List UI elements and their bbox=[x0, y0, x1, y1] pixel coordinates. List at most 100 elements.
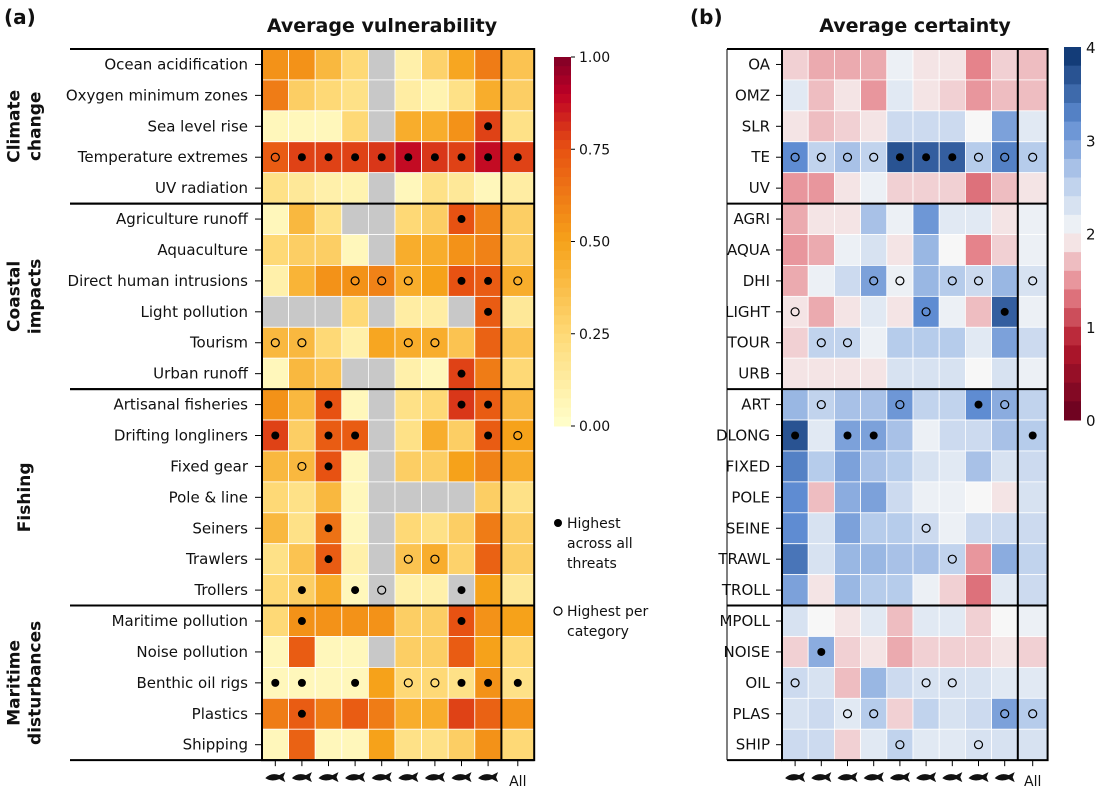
heatmap-cell bbox=[341, 512, 369, 545]
heatmap-cell bbox=[781, 512, 809, 545]
heatmap-cell bbox=[912, 481, 940, 514]
highest-all-marker bbox=[377, 153, 386, 162]
heatmap-cell bbox=[807, 450, 835, 483]
colorbar-segment bbox=[554, 103, 571, 113]
species-silhouette-icon bbox=[968, 772, 989, 783]
heatmap-cell bbox=[367, 79, 396, 112]
panel-a-colorbar: 0.00 0.25 0.50 0.75 1.00 bbox=[554, 50, 610, 435]
highest-all-marker bbox=[297, 153, 306, 162]
colorbar-segment bbox=[554, 204, 571, 215]
heatmap-cell bbox=[341, 79, 369, 112]
species-silhouette-icon bbox=[994, 772, 1015, 783]
heatmap-cell bbox=[500, 574, 535, 606]
colorbar-label: 1 bbox=[1086, 319, 1096, 337]
heatmap-cell bbox=[991, 512, 1019, 545]
heatmap-cell bbox=[834, 481, 862, 514]
highest-all-marker bbox=[843, 431, 852, 440]
highest-all-marker bbox=[297, 709, 306, 718]
heatmap-cell bbox=[834, 450, 862, 483]
heatmap-cell bbox=[288, 481, 316, 514]
species-silhouette-icon bbox=[889, 772, 910, 783]
colorbar-segment bbox=[554, 333, 571, 344]
heatmap-cell bbox=[261, 605, 290, 637]
heatmap-cell bbox=[886, 265, 914, 297]
heatmap-cell bbox=[860, 203, 888, 235]
heatmap-cell bbox=[807, 141, 835, 174]
heatmap-cell bbox=[367, 419, 396, 452]
panel-b-label: (b) bbox=[690, 5, 723, 29]
heatmap-cell bbox=[261, 388, 290, 421]
colorbar-segment bbox=[554, 389, 571, 399]
colorbar-segment bbox=[1064, 84, 1081, 104]
heatmap-cell bbox=[965, 512, 993, 545]
heatmap-cell bbox=[394, 574, 423, 606]
heatmap-cell bbox=[807, 234, 835, 266]
heatmap-cell bbox=[421, 450, 449, 483]
heatmap-cell bbox=[781, 295, 809, 328]
heatmap-cell bbox=[367, 543, 396, 576]
heatmap-cell bbox=[860, 141, 888, 174]
highest-all-marker bbox=[404, 153, 413, 162]
heatmap-cell bbox=[367, 605, 396, 637]
colorbar-segment bbox=[1064, 214, 1081, 234]
heatmap-cell bbox=[860, 543, 888, 576]
row-label: DLONG bbox=[716, 427, 770, 445]
heatmap-cell bbox=[781, 574, 809, 606]
heatmap-cell bbox=[474, 543, 502, 576]
heatmap-cell bbox=[394, 203, 423, 235]
heatmap-cell bbox=[341, 48, 369, 81]
highest-all-marker bbox=[791, 431, 800, 440]
heatmap-cell bbox=[965, 667, 993, 699]
colorbar-segment bbox=[1064, 140, 1081, 160]
heatmap-cell bbox=[288, 326, 316, 359]
colorbar-segment bbox=[554, 306, 571, 316]
species-silhouette-icon bbox=[371, 772, 392, 783]
row-label: Light pollution bbox=[141, 303, 248, 321]
heatmap-cell bbox=[1017, 697, 1048, 730]
heatmap-cell bbox=[341, 357, 369, 390]
row-label: SHIP bbox=[736, 736, 770, 754]
heatmap-cell bbox=[807, 265, 835, 297]
highest-category-marker bbox=[895, 740, 905, 750]
heatmap-cell bbox=[1017, 605, 1048, 637]
heatmap-cell bbox=[965, 697, 993, 730]
heatmap-cell bbox=[394, 605, 423, 637]
colorbar-segment bbox=[1064, 270, 1081, 290]
colorbar-label: 0.25 bbox=[579, 327, 610, 343]
highest-all-marker bbox=[297, 678, 306, 687]
heatmap-cell bbox=[394, 512, 423, 545]
heatmap-cell bbox=[886, 450, 914, 483]
highest-category-marker bbox=[869, 709, 879, 719]
heatmap-cell bbox=[807, 295, 835, 328]
heatmap-cell bbox=[860, 697, 888, 730]
heatmap-cell bbox=[834, 543, 862, 576]
heatmap-cell bbox=[394, 172, 423, 204]
row-label: Maritime pollution bbox=[112, 612, 248, 630]
heatmap-cell bbox=[938, 110, 966, 143]
heatmap-cell bbox=[860, 48, 888, 81]
heatmap-cell bbox=[807, 512, 835, 545]
highest-category-marker bbox=[790, 152, 800, 162]
row-label: UV bbox=[749, 179, 771, 197]
heatmap-cell bbox=[991, 574, 1019, 606]
highest-category-marker bbox=[842, 709, 853, 719]
heatmap-cell bbox=[261, 574, 290, 606]
colorbar-segment bbox=[554, 416, 571, 427]
highest-category-marker bbox=[403, 276, 413, 286]
heatmap-cell bbox=[367, 172, 396, 204]
row-label: OIL bbox=[745, 674, 770, 692]
heatmap-cell bbox=[500, 295, 535, 328]
heatmap-cell bbox=[500, 357, 535, 390]
highest-all-marker bbox=[457, 153, 466, 162]
highest-all-marker bbox=[484, 431, 493, 440]
row-label: TRAWL bbox=[717, 550, 770, 568]
colorbar-segment bbox=[554, 361, 571, 372]
heatmap-cell bbox=[341, 728, 369, 761]
heatmap-cell bbox=[474, 605, 502, 637]
highest-category-marker bbox=[816, 152, 826, 162]
colorbar-segment bbox=[554, 213, 571, 224]
species-silhouette-icon bbox=[916, 772, 937, 783]
highest-category-marker bbox=[430, 678, 440, 688]
heatmap-cell bbox=[938, 234, 966, 266]
species-silhouette-icon bbox=[811, 772, 832, 783]
